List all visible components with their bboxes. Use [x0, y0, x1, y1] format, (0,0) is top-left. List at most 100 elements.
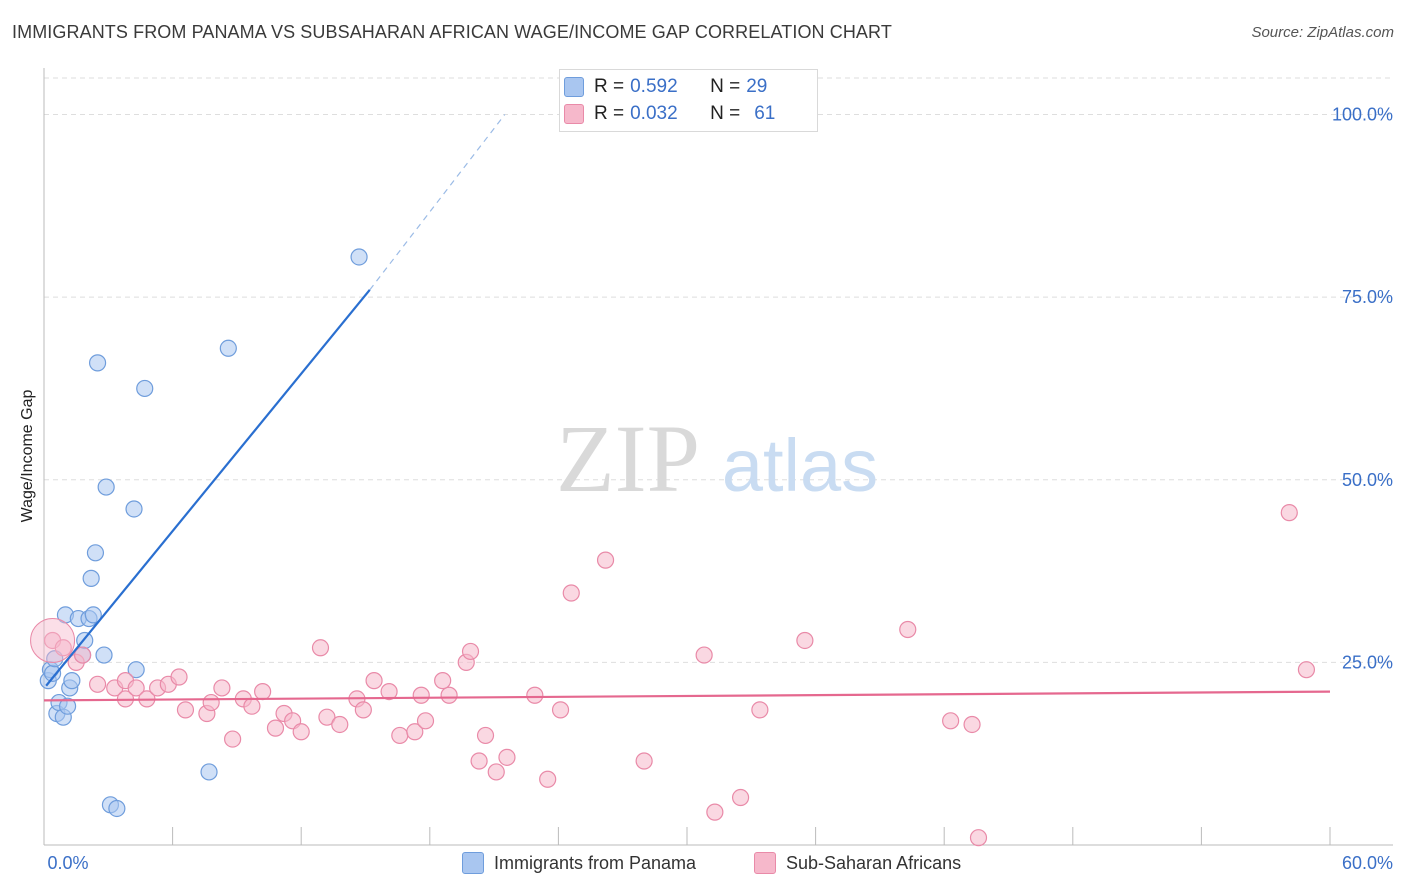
point-africans	[170, 668, 188, 686]
point-africans	[213, 679, 231, 697]
point-africans	[354, 701, 372, 719]
point-africans	[318, 708, 336, 726]
point-africans	[406, 723, 424, 741]
point-africans	[969, 829, 988, 847]
point-africans	[635, 752, 653, 770]
point-africans	[562, 584, 580, 602]
point-panama	[127, 661, 145, 679]
point-africans	[551, 701, 570, 719]
data-points	[30, 248, 1316, 847]
point-africans	[539, 770, 557, 788]
point-panama	[95, 646, 113, 664]
legend-n-value: 61	[754, 103, 776, 124]
y-axis-label: Wage/Income Gap	[19, 389, 36, 523]
point-africans	[331, 715, 349, 734]
series-legend: Immigrants from Panama Sub-Saharan Afric…	[0, 852, 1406, 878]
point-africans	[487, 763, 505, 781]
x-tick-label: 0.0%	[47, 853, 88, 873]
watermark-zip: ZIP	[556, 405, 700, 512]
y-tick-label: 50.0%	[1342, 470, 1393, 490]
point-panama	[88, 354, 107, 372]
point-africans	[311, 639, 330, 657]
point-africans	[899, 620, 917, 639]
legend-swatch-panama	[462, 852, 484, 874]
trend-line-panama-extension	[369, 114, 506, 291]
legend-n-label: N =	[710, 103, 741, 124]
point-panama	[350, 248, 368, 266]
watermark: ZIP atlas	[556, 405, 878, 512]
legend-item-panama[interactable]: Immigrants from Panama	[462, 852, 696, 874]
point-africans	[751, 701, 769, 719]
legend-label-panama: Immigrants from Panama	[494, 852, 697, 873]
source-label: Source: ZipAtlas.com	[1251, 24, 1394, 41]
point-africans	[731, 788, 750, 807]
point-africans	[526, 686, 544, 704]
point-panama	[86, 544, 105, 562]
point-africans	[470, 752, 488, 770]
point-africans	[1297, 661, 1316, 679]
legend-r-value: 0.032	[630, 103, 678, 124]
tick-labels: 25.0% 50.0% 75.0% 100.0% 0.0% 60.0%	[47, 105, 1393, 873]
point-panama	[200, 763, 218, 781]
y-tick-label: 25.0%	[1342, 652, 1393, 672]
point-panama	[219, 339, 237, 357]
point-africans	[434, 672, 452, 690]
x-tick-label: 60.0%	[1342, 853, 1393, 873]
point-panama	[63, 672, 81, 690]
legend-row-africans: R = 0.032 N = 61	[564, 102, 776, 126]
point-africans	[127, 679, 145, 697]
point-africans	[498, 748, 516, 766]
point-africans	[380, 682, 398, 701]
point-africans-cluster	[30, 617, 76, 663]
point-panama	[125, 500, 143, 518]
axes	[43, 68, 1393, 846]
trend-line-africans	[43, 690, 1331, 702]
point-panama	[108, 799, 126, 818]
point-africans	[416, 712, 435, 730]
legend-r-value: 0.592	[630, 76, 678, 97]
legend-r-label: R =	[594, 76, 625, 97]
legend-r-label: R =	[594, 103, 625, 124]
point-africans	[243, 697, 261, 715]
legend-label-africans: Sub-Saharan Africans	[786, 852, 962, 873]
point-africans	[476, 726, 495, 745]
point-africans	[706, 803, 724, 821]
point-panama	[84, 606, 102, 624]
y-tick-label: 100.0%	[1332, 105, 1393, 125]
gridlines	[44, 77, 1393, 663]
point-africans	[391, 726, 409, 745]
point-africans	[254, 682, 272, 701]
legend-item-africans[interactable]: Sub-Saharan Africans	[754, 852, 961, 874]
point-africans	[266, 719, 285, 737]
legend-swatch-africans	[564, 104, 584, 124]
point-africans	[1280, 504, 1298, 522]
y-tick-label: 75.0%	[1342, 287, 1393, 307]
point-panama	[136, 379, 154, 398]
point-panama	[58, 697, 77, 715]
point-panama	[82, 569, 100, 587]
watermark-atlas: atlas	[722, 424, 878, 507]
point-africans	[942, 712, 960, 730]
legend-swatch-panama	[564, 77, 584, 97]
point-africans	[292, 723, 310, 741]
point-africans	[963, 715, 981, 734]
correlation-legend: R = 0.592 N = 29 R = 0.032 N = 61	[559, 69, 818, 132]
point-panama	[97, 478, 115, 496]
trend-lines	[43, 114, 1331, 702]
legend-row-panama: R = 0.592 N = 29	[564, 75, 768, 99]
point-africans	[440, 686, 458, 704]
trend-line-panama	[45, 289, 371, 687]
legend-n-value: 29	[746, 76, 768, 97]
point-africans	[365, 672, 383, 690]
point-africans	[596, 551, 615, 569]
point-africans	[202, 693, 220, 712]
legend-n-label: N =	[710, 76, 741, 97]
point-africans	[796, 631, 814, 650]
point-africans	[88, 675, 107, 693]
point-africans	[412, 686, 430, 704]
point-africans	[176, 701, 195, 719]
point-africans	[695, 646, 713, 664]
point-africans	[73, 646, 92, 664]
point-africans	[224, 730, 242, 748]
